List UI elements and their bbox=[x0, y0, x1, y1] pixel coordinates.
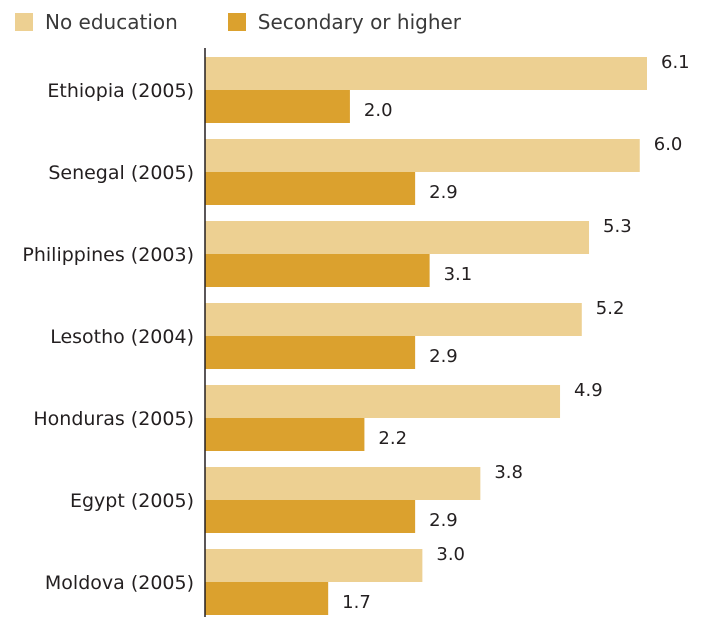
category-label-philippines-2003: Philippines (2003) bbox=[22, 244, 194, 266]
value-label-senegal-2005-no-education: 6.0 bbox=[654, 134, 683, 155]
legend-item-secondary-or-higher: Secondary or higher bbox=[227, 10, 462, 34]
legend-label-secondary-or-higher: Secondary or higher bbox=[257, 10, 462, 34]
value-label-honduras-2005-secondary-or-higher: 2.2 bbox=[378, 428, 407, 449]
legend: No education Secondary or higher bbox=[15, 8, 511, 36]
bar-moldova-2005-secondary-or-higher bbox=[205, 582, 329, 615]
value-label-senegal-2005-secondary-or-higher: 2.9 bbox=[429, 182, 458, 203]
value-label-lesotho-2004-secondary-or-higher: 2.9 bbox=[429, 346, 458, 367]
labels-group: 6.1 2.0 Ethiopia (2005) 6.0 2.9 Senegal (2005… bbox=[22, 52, 689, 613]
value-label-ethiopia-2005-secondary-or-higher: 2.0 bbox=[364, 100, 393, 121]
bar-ethiopia-2005-no-education bbox=[205, 57, 647, 90]
category-label-moldova-2005: Moldova (2005) bbox=[45, 572, 194, 594]
category-label-egypt-2005: Egypt (2005) bbox=[70, 490, 194, 512]
value-label-egypt-2005-no-education: 3.8 bbox=[494, 462, 523, 483]
bar-senegal-2005-secondary-or-higher bbox=[205, 172, 416, 205]
value-label-ethiopia-2005-no-education: 6.1 bbox=[661, 52, 690, 73]
bar-senegal-2005-no-education bbox=[205, 139, 640, 172]
legend-swatch-no-education bbox=[15, 13, 33, 31]
legend-item-no-education: No education bbox=[15, 10, 178, 34]
bar-honduras-2005-no-education bbox=[205, 385, 561, 418]
legend-swatch-secondary-or-higher bbox=[227, 13, 246, 31]
bar-philippines-2003-secondary-or-higher bbox=[205, 254, 430, 287]
value-label-lesotho-2004-no-education: 5.2 bbox=[596, 298, 625, 319]
bar-lesotho-2004-secondary-or-higher bbox=[205, 336, 416, 369]
value-label-philippines-2003-no-education: 5.3 bbox=[603, 216, 632, 237]
legend-label-no-education: No education bbox=[45, 10, 178, 34]
category-label-lesotho-2004: Lesotho (2004) bbox=[50, 326, 194, 348]
category-label-ethiopia-2005: Ethiopia (2005) bbox=[47, 80, 194, 102]
value-label-honduras-2005-no-education: 4.9 bbox=[574, 380, 603, 401]
bars-group bbox=[205, 57, 647, 615]
value-label-egypt-2005-secondary-or-higher: 2.9 bbox=[429, 510, 458, 531]
bar-honduras-2005-secondary-or-higher bbox=[205, 418, 365, 451]
value-label-moldova-2005-secondary-or-higher: 1.7 bbox=[342, 592, 371, 613]
bar-philippines-2003-no-education bbox=[205, 221, 590, 254]
bar-ethiopia-2005-secondary-or-higher bbox=[205, 90, 350, 123]
value-label-moldova-2005-no-education: 3.0 bbox=[436, 544, 465, 565]
bar-egypt-2005-no-education bbox=[205, 467, 481, 500]
category-label-senegal-2005: Senegal (2005) bbox=[48, 162, 194, 184]
value-label-philippines-2003-secondary-or-higher: 3.1 bbox=[444, 264, 473, 285]
bar-egypt-2005-secondary-or-higher bbox=[205, 500, 416, 533]
bar-moldova-2005-no-education bbox=[205, 549, 423, 582]
category-label-honduras-2005: Honduras (2005) bbox=[33, 408, 194, 430]
bar-lesotho-2004-no-education bbox=[205, 303, 582, 336]
